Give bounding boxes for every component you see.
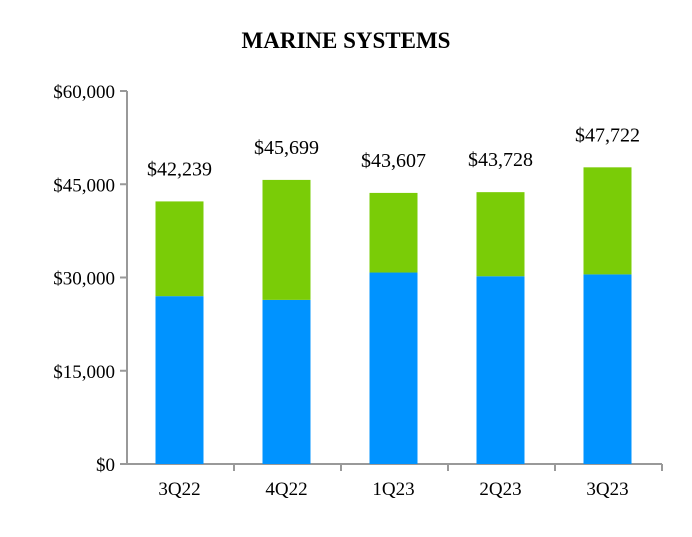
bar-segment-3Q22-0 bbox=[155, 296, 204, 464]
y-tick-label: $15,000 bbox=[53, 362, 115, 383]
bar-segment-3Q23-0 bbox=[583, 274, 632, 464]
total-label: $43,607 bbox=[361, 150, 426, 172]
bar-segment-4Q22-1 bbox=[262, 179, 311, 300]
y-tick-label: $0 bbox=[96, 455, 115, 476]
x-tick-label: 4Q22 bbox=[265, 479, 307, 500]
y-tick-label: $60,000 bbox=[53, 82, 115, 103]
x-tick-label: 3Q22 bbox=[158, 479, 200, 500]
chart-title: MARINE SYSTEMS bbox=[242, 28, 451, 53]
bar-segment-3Q23-1 bbox=[583, 167, 632, 275]
x-tick-label: 3Q23 bbox=[586, 479, 628, 500]
bar-segment-2Q23-1 bbox=[476, 192, 525, 277]
total-label: $43,728 bbox=[468, 149, 533, 171]
bar-segment-2Q23-0 bbox=[476, 276, 525, 464]
bar-segment-1Q23-1 bbox=[369, 192, 418, 273]
total-label: $42,239 bbox=[147, 158, 212, 180]
bar-segment-4Q22-0 bbox=[262, 299, 311, 464]
y-tick-label: $30,000 bbox=[53, 269, 115, 290]
bar-segment-3Q22-1 bbox=[155, 201, 204, 297]
bar-segment-1Q23-0 bbox=[369, 272, 418, 464]
total-label: $45,699 bbox=[254, 137, 319, 159]
x-tick-label: 2Q23 bbox=[479, 479, 521, 500]
total-label: $47,722 bbox=[575, 124, 640, 146]
x-tick-label: 1Q23 bbox=[372, 479, 414, 500]
y-tick-label: $45,000 bbox=[53, 175, 115, 196]
